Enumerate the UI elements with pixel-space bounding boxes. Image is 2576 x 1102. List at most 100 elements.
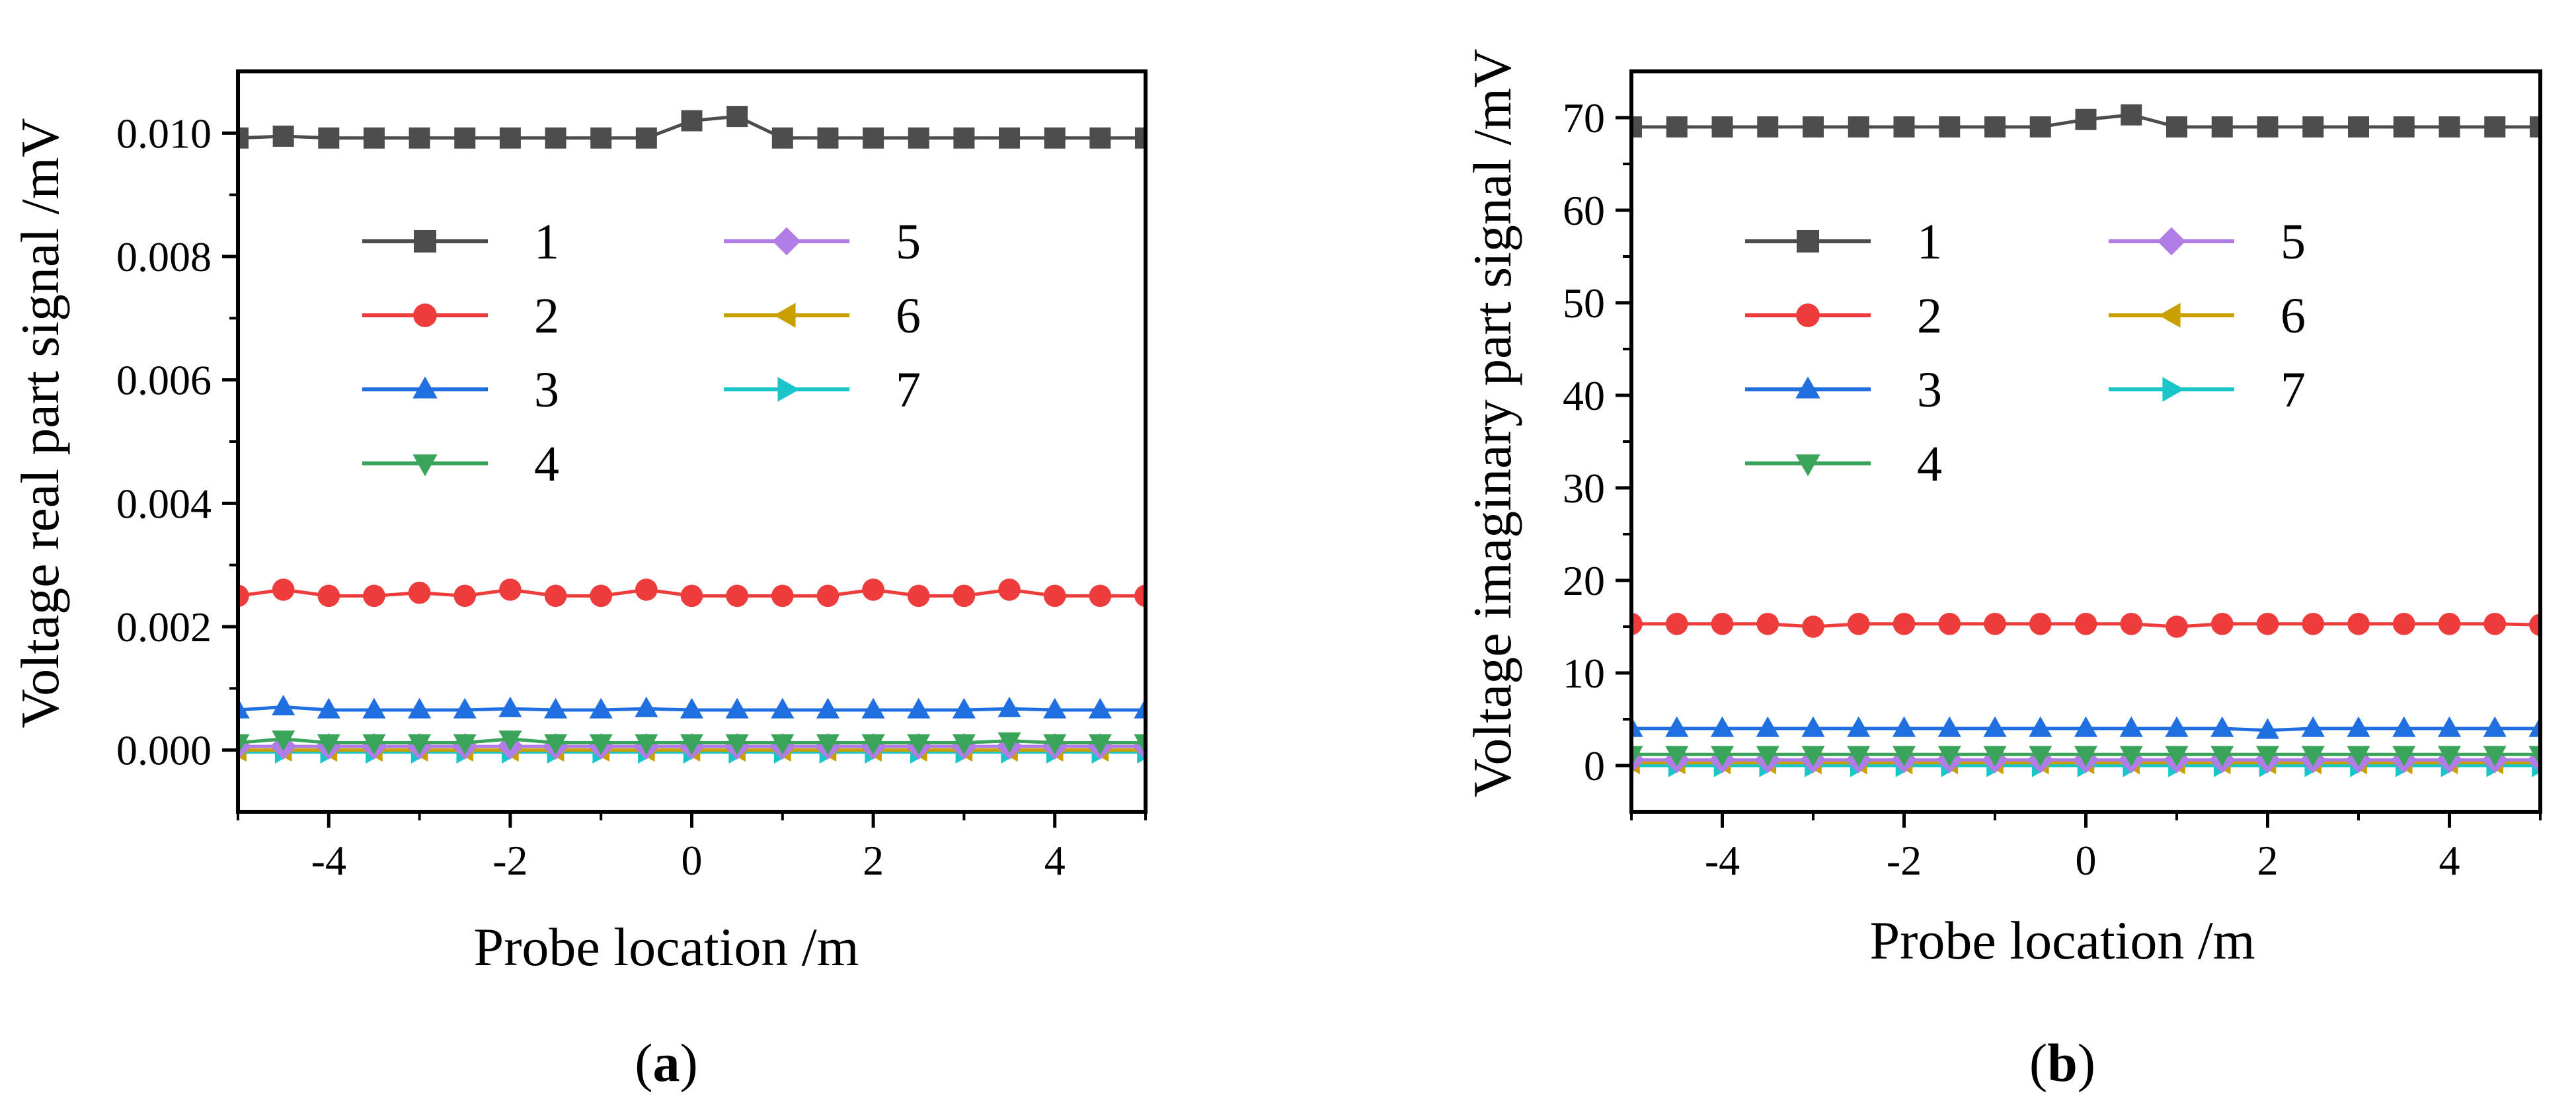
data-point — [2347, 746, 2370, 767]
data-point — [1134, 734, 1146, 755]
data-point — [318, 127, 340, 149]
data-point — [1983, 716, 2007, 737]
data-point — [1631, 746, 1643, 767]
data-point — [1134, 697, 1146, 719]
data-point — [1089, 127, 1111, 149]
data-point — [2256, 613, 2279, 635]
data-point — [2528, 746, 2540, 767]
data-point — [2347, 613, 2370, 635]
data-point — [863, 127, 884, 149]
legend: 1 2 3 4 5 6 7 — [362, 214, 921, 492]
legend-item-5: 5 — [724, 214, 921, 270]
legend-label: 5 — [896, 214, 921, 270]
data-point — [816, 734, 840, 755]
legend: 1 2 3 4 5 6 7 — [1745, 214, 2306, 492]
data-point — [2529, 613, 2540, 636]
data-point — [2528, 716, 2540, 737]
data-point — [1756, 716, 1779, 737]
data-point — [317, 584, 340, 608]
data-point — [543, 734, 568, 755]
data-point — [2392, 746, 2416, 767]
series-2 — [238, 578, 1146, 608]
legend-marker — [1795, 376, 1820, 399]
data-point — [771, 734, 795, 755]
legend-marker — [2158, 303, 2181, 328]
data-point — [1939, 116, 1961, 138]
data-point — [952, 734, 976, 755]
data-point — [998, 578, 1021, 601]
y-tick-label: 30 — [1563, 465, 1605, 512]
legend-label: 2 — [534, 288, 559, 344]
data-point — [2302, 613, 2325, 635]
data-point — [635, 734, 658, 755]
chart-panel-b: Voltage imaginary part signal /mV Probe … — [1462, 49, 2542, 1093]
data-point — [635, 696, 658, 717]
data-point — [1666, 116, 1688, 138]
data-point — [545, 127, 566, 149]
data-point — [2210, 613, 2234, 635]
y-axis-label: Voltage real part signal /mV — [10, 118, 70, 728]
data-point — [681, 110, 703, 132]
data-point — [1043, 697, 1067, 719]
legend-item-7: 7 — [724, 362, 921, 418]
legend-item-5: 5 — [2109, 214, 2306, 270]
data-point — [1631, 116, 1642, 138]
legend-label: 6 — [896, 288, 921, 344]
data-point — [816, 584, 839, 608]
series-1 — [238, 106, 1146, 149]
data-point — [2484, 116, 2506, 138]
data-point — [2210, 716, 2234, 737]
data-point — [2074, 716, 2098, 737]
data-point — [1134, 584, 1146, 608]
data-point — [2301, 716, 2325, 737]
legend-label: 7 — [2281, 362, 2306, 418]
data-point — [953, 584, 976, 608]
data-point — [771, 584, 794, 608]
legend-marker — [777, 377, 800, 402]
legend-label: 5 — [2281, 214, 2306, 270]
data-point — [590, 127, 612, 149]
legend-label: 1 — [1917, 214, 1942, 270]
y-tick-label: 10 — [1563, 650, 1605, 697]
data-point — [1937, 716, 1961, 737]
data-point — [1848, 116, 1869, 138]
data-point — [589, 734, 613, 755]
legend-marker — [1795, 454, 1820, 477]
data-point — [2255, 718, 2280, 739]
series-3 — [238, 694, 1146, 719]
y-tick-label: 0.004 — [116, 480, 212, 527]
data-point — [499, 127, 521, 149]
data-point — [1710, 746, 1735, 767]
legend-item-3: 3 — [362, 362, 559, 418]
data-point — [2393, 116, 2415, 138]
y-axis-label: Voltage imaginary part signal /mV — [1462, 49, 1522, 798]
legend-marker — [413, 303, 437, 327]
data-point — [2075, 108, 2097, 130]
y-tick-label: 20 — [1563, 557, 1605, 604]
y-tick-label: 50 — [1563, 280, 1605, 327]
data-point — [498, 696, 522, 717]
data-point — [499, 578, 522, 601]
data-point — [680, 697, 704, 719]
data-point — [635, 127, 657, 149]
data-point — [453, 584, 477, 608]
data-point — [2348, 116, 2369, 138]
data-point — [408, 581, 431, 604]
data-point — [817, 127, 839, 149]
legend-marker — [2157, 227, 2186, 256]
data-point — [907, 734, 931, 755]
legend-marker — [773, 303, 796, 328]
legend-item-2: 2 — [1745, 288, 1942, 344]
legend-item-3: 3 — [1745, 362, 1942, 418]
data-point — [1893, 613, 1916, 635]
data-point — [1665, 613, 1688, 635]
data-point — [2029, 116, 2051, 138]
data-point — [317, 697, 340, 719]
data-point — [1938, 613, 1961, 635]
chart-panel-a: Voltage real part signal /mV Probe locat… — [10, 69, 1148, 1093]
data-point — [908, 127, 929, 149]
data-point — [2483, 746, 2507, 767]
legend-marker — [2162, 377, 2185, 402]
